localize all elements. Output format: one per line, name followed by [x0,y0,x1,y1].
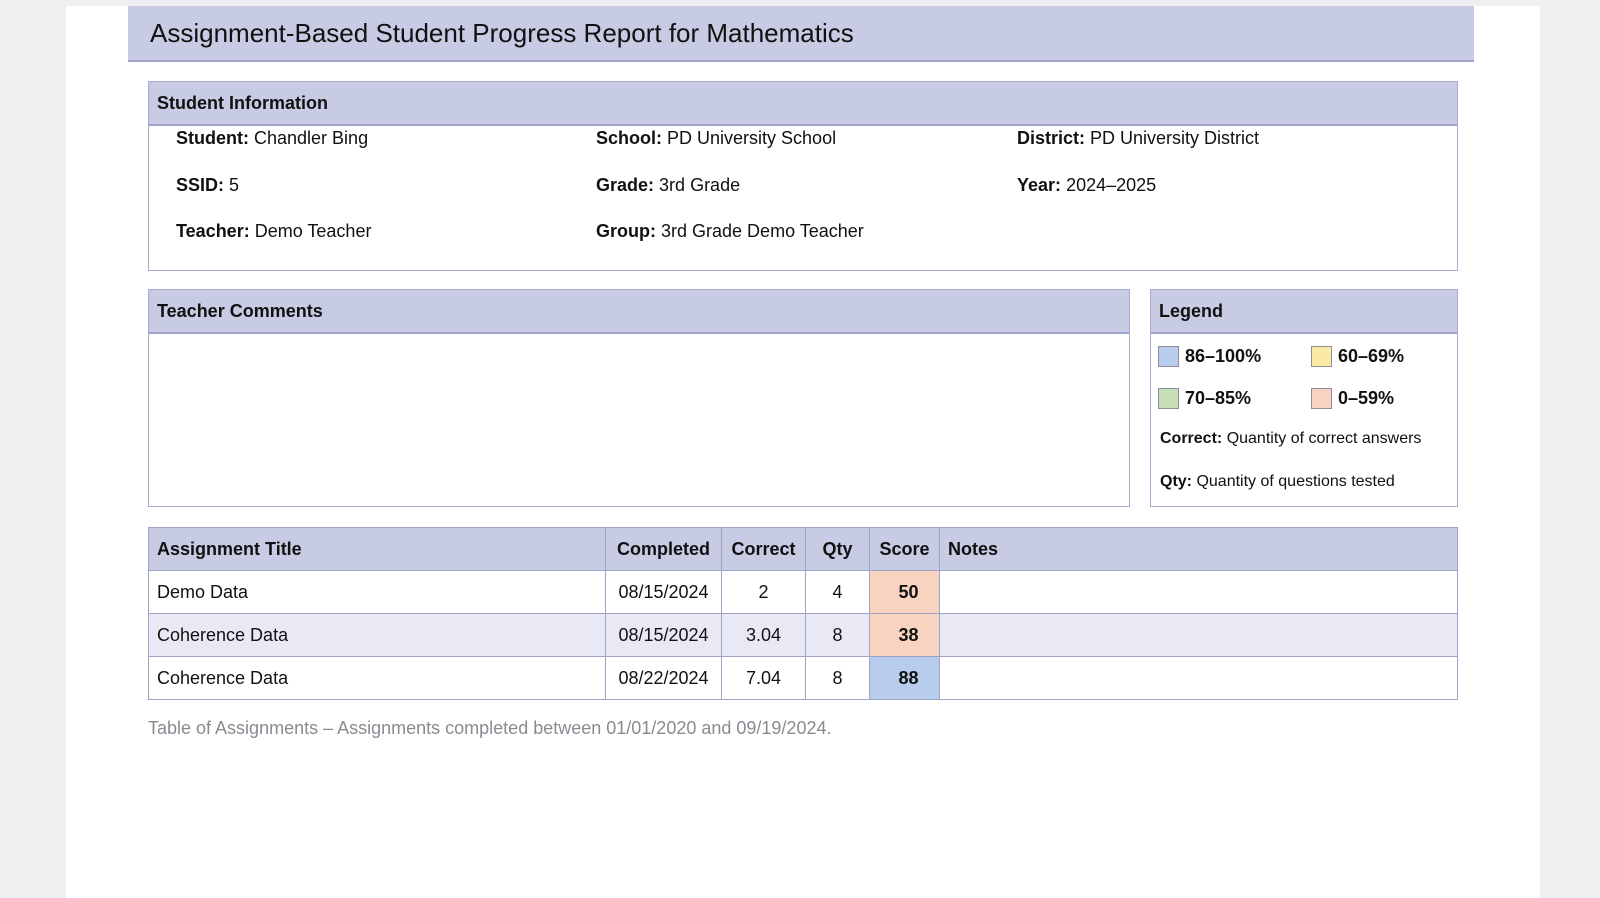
notes-cell [939,656,1458,700]
column-header-notes: Notes [939,527,1458,571]
student-field: Student: Chandler Bing [176,128,369,148]
report-title: Assignment-Based Student Progress Report… [150,18,854,48]
column-header-score: Score [869,527,940,571]
teacher-comments-header: Teacher Comments [149,290,1129,334]
legend-note-correct: Correct: Quantity of correct answers [1160,430,1422,447]
score-cell: 88 [869,656,940,700]
score-cell: 38 [869,613,940,657]
legend-item-0-59: 0–59% [1311,388,1394,409]
legend-item-86-100: 86–100% [1158,346,1261,367]
table-row: Coherence Data 08/22/2024 7.04 8 88 [148,656,1458,700]
column-header-correct: Correct [721,527,806,571]
assignments-table: Assignment Title Completed Correct Qty S… [148,527,1458,700]
table-header-row: Assignment Title Completed Correct Qty S… [148,527,1458,571]
year-field: Year: 2024–2025 [1017,175,1157,195]
teacher-field: Teacher: Demo Teacher [176,221,372,241]
qty-cell: 8 [805,656,870,700]
column-header-qty: Qty [805,527,870,571]
group-field: Group: 3rd Grade Demo Teacher [596,221,864,241]
qty-cell: 8 [805,613,870,657]
legend-item-70-85: 70–85% [1158,388,1251,409]
student-information-panel: Student Information Student: Chandler Bi… [148,81,1458,271]
assignment-title-cell: Demo Data [148,570,606,614]
correct-cell: 3.04 [721,613,806,657]
grade-field: Grade: 3rd Grade [596,175,741,195]
table-row: Demo Data 08/15/2024 2 4 50 [148,570,1458,614]
notes-cell [939,570,1458,614]
column-header-completed: Completed [605,527,722,571]
legend-panel: Legend 86–100% 60–69% 70–85% 0–59% Corre… [1150,289,1458,507]
assignment-title-cell: Coherence Data [148,656,606,700]
table-caption: Table of Assignments – Assignments compl… [148,718,832,738]
school-field: School: PD University School [596,128,837,148]
legend-swatch [1158,388,1179,409]
score-cell: 50 [869,570,940,614]
district-field: District: PD University District [1017,128,1260,148]
legend-swatch [1311,388,1332,409]
legend-swatch [1158,346,1179,367]
legend-body: 86–100% 60–69% 70–85% 0–59% Correct: Qua… [1151,334,1457,504]
legend-item-60-69: 60–69% [1311,346,1404,367]
ssid-field: SSID: 5 [176,175,240,195]
column-header-title: Assignment Title [148,527,606,571]
table-row: Coherence Data 08/15/2024 3.04 8 38 [148,613,1458,657]
legend-header: Legend [1151,290,1457,334]
assignment-title-cell: Coherence Data [148,613,606,657]
legend-swatch [1311,346,1332,367]
report-page: Assignment-Based Student Progress Report… [66,6,1540,898]
completed-cell: 08/22/2024 [605,656,722,700]
teacher-comments-panel: Teacher Comments [148,289,1130,507]
student-information-header: Student Information [149,82,1457,126]
student-information-grid: Student: Chandler Bing School: PD Univer… [149,126,1457,266]
report-title-bar: Assignment-Based Student Progress Report… [128,6,1474,62]
legend-note-qty: Qty: Quantity of questions tested [1160,473,1395,490]
completed-cell: 08/15/2024 [605,570,722,614]
correct-cell: 7.04 [721,656,806,700]
notes-cell [939,613,1458,657]
qty-cell: 4 [805,570,870,614]
correct-cell: 2 [721,570,806,614]
completed-cell: 08/15/2024 [605,613,722,657]
